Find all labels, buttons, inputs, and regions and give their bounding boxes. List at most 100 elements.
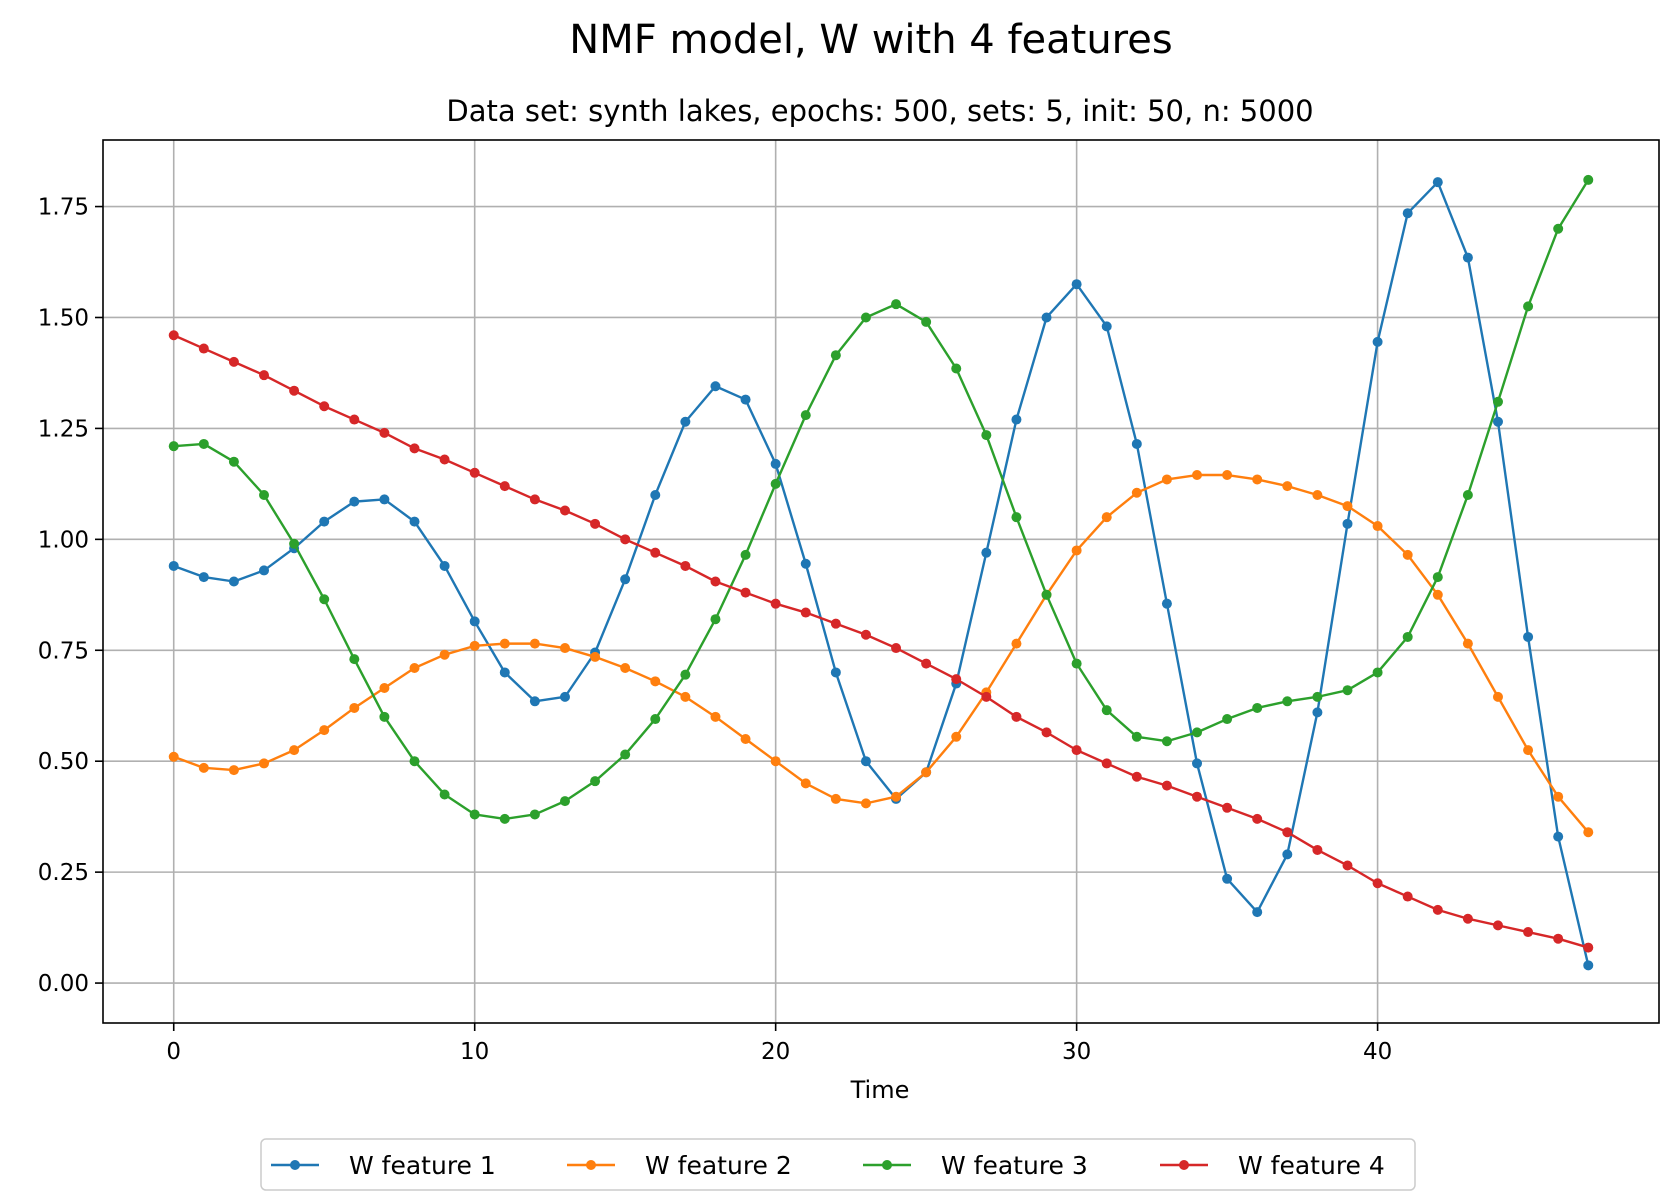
data-point (740, 587, 751, 598)
data-point (830, 350, 841, 361)
data-point (1192, 727, 1203, 738)
data-point (1553, 791, 1564, 802)
plot-frame (102, 139, 1660, 1024)
data-point (349, 496, 360, 507)
series-lines (168, 174, 1594, 971)
x-tick-label: 20 (761, 1039, 790, 1065)
legend-box (260, 1138, 1416, 1191)
data-point (1553, 933, 1564, 944)
data-point (1071, 745, 1082, 756)
data-point (1312, 489, 1323, 500)
data-point (1432, 177, 1443, 188)
data-point (439, 560, 450, 571)
data-point (409, 663, 420, 674)
data-point (1492, 691, 1503, 702)
chart-subtitle: Data set: synth lakes, epochs: 500, sets… (446, 94, 1313, 128)
y-tick-label: 0.75 (38, 638, 89, 664)
data-point (499, 813, 510, 824)
data-point (860, 756, 871, 767)
data-point (1161, 598, 1172, 609)
data-point (259, 758, 270, 769)
data-point (1041, 312, 1052, 323)
data-point (710, 614, 721, 625)
data-point (198, 762, 209, 773)
data-point (800, 607, 811, 618)
data-point (168, 330, 179, 341)
data-point (981, 691, 992, 702)
data-point (409, 443, 420, 454)
series-line (173, 179, 1590, 821)
data-point (800, 558, 811, 569)
data-point (1462, 252, 1473, 263)
data-point (319, 401, 330, 412)
data-point (439, 649, 450, 660)
data-point (1071, 279, 1082, 290)
data-point (228, 356, 239, 367)
data-point (499, 667, 510, 678)
data-point (891, 791, 902, 802)
data-point (1282, 696, 1293, 707)
data-point (800, 410, 811, 421)
data-point (1192, 791, 1203, 802)
data-point (1282, 827, 1293, 838)
data-point (1011, 711, 1022, 722)
data-point (1492, 396, 1503, 407)
data-point (1161, 780, 1172, 791)
data-point (1252, 813, 1263, 824)
data-point (1011, 414, 1022, 425)
data-point (860, 312, 871, 323)
data-point (710, 381, 721, 392)
data-point (800, 778, 811, 789)
data-point (289, 385, 300, 396)
data-point (710, 576, 721, 587)
data-point (891, 643, 902, 654)
x-tick-label: 10 (460, 1039, 489, 1065)
data-point (1462, 913, 1473, 924)
data-point (198, 572, 209, 583)
data-point (469, 809, 480, 820)
data-point (1462, 638, 1473, 649)
data-point (379, 711, 390, 722)
data-point (469, 616, 480, 627)
data-point (650, 489, 661, 500)
data-point (529, 696, 540, 707)
data-point (680, 669, 691, 680)
data-point (770, 756, 781, 767)
data-point (469, 467, 480, 478)
data-point (1462, 489, 1473, 500)
y-tick-label: 1.25 (38, 416, 89, 442)
data-point (1583, 827, 1594, 838)
data-point (1041, 589, 1052, 600)
series-3 (168, 174, 1594, 824)
series-2 (168, 470, 1594, 838)
data-point (921, 767, 932, 778)
data-point (289, 538, 300, 549)
data-point (620, 534, 631, 545)
data-point (1071, 658, 1082, 669)
data-point (1131, 771, 1142, 782)
data-point (1131, 438, 1142, 449)
data-point (981, 430, 992, 441)
x-axis-label: Time (850, 1076, 910, 1104)
data-point (1222, 714, 1233, 725)
series-line (173, 180, 1590, 966)
data-point (830, 667, 841, 678)
data-point (1492, 920, 1503, 931)
data-point (590, 776, 601, 787)
data-point (1222, 470, 1233, 481)
data-point (439, 789, 450, 800)
data-point (409, 756, 420, 767)
data-point (529, 809, 540, 820)
data-point (951, 363, 962, 374)
data-point (740, 549, 751, 560)
legend-label: W feature 3 (941, 1151, 1088, 1180)
data-point (529, 638, 540, 649)
data-point (319, 594, 330, 605)
y-tick-label: 0.50 (38, 749, 89, 775)
axis-ticks: 0 10 20 30 40 0.00 0.25 0.50 0.75 1.00 1.25 1.50 1.7… (38, 195, 1392, 1065)
data-point (830, 618, 841, 629)
data-point (830, 793, 841, 804)
legend-marker (882, 1160, 892, 1170)
legend-marker (1179, 1160, 1189, 1170)
